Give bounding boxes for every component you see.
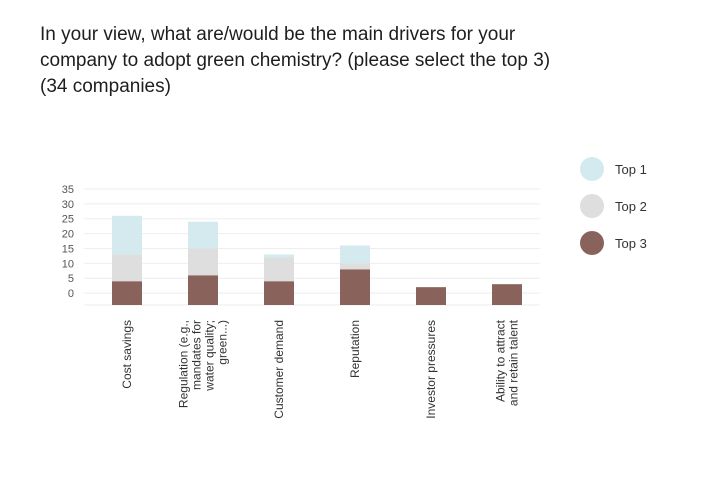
bar-top-3 [492, 284, 522, 305]
bar-top-3 [340, 269, 370, 305]
bar-top-1 [188, 221, 218, 249]
legend-label: Top 1 [615, 162, 647, 177]
bar-top-2 [112, 254, 142, 282]
y-tick-label: 0 [68, 288, 74, 300]
y-tick-label: 30 [62, 199, 74, 211]
chart-title-line-1: In your view, what are/would be the main… [40, 24, 516, 45]
bar-top-3 [188, 275, 218, 305]
category-label: Cost savings [120, 320, 134, 389]
bar-top-2 [340, 263, 370, 270]
category-label-line: Ability to attract [494, 319, 508, 402]
bar-top-1 [340, 245, 370, 264]
category-label-line: water quality; [203, 320, 217, 392]
y-tick-label: 25 [62, 214, 74, 226]
legend-swatch [580, 231, 604, 255]
category-label-line: green...) [216, 320, 230, 365]
chart-title-line-2: company to adopt green chemistry? (pleas… [40, 50, 551, 71]
category-label-line: Investor pressures [424, 320, 438, 419]
bar-top-2 [264, 257, 294, 282]
bar-top-3 [416, 287, 446, 305]
y-tick-label: 35 [62, 184, 74, 196]
legend-label: Top 3 [615, 236, 647, 251]
category-label-line: Reputation [348, 320, 362, 378]
category-label-line: Customer demand [272, 320, 286, 419]
legend-label: Top 2 [615, 199, 647, 214]
bar-top-2 [188, 248, 218, 276]
bar-top-3 [112, 281, 142, 305]
y-tick-label: 20 [62, 229, 74, 241]
legend-swatch [580, 194, 604, 218]
category-label: Customer demand [272, 320, 286, 419]
chart-title: In your view, what are/would be the main… [40, 22, 700, 100]
bar-top-1 [264, 254, 294, 258]
bar-top-3 [264, 281, 294, 305]
category-label-line: Cost savings [120, 320, 134, 389]
category-label-line: mandates for [190, 320, 204, 390]
bar-top-1 [112, 215, 142, 255]
category-label-line: and retain talent [507, 319, 521, 406]
category-label: Investor pressures [424, 320, 438, 419]
chart-title-line-3: (34 companies) [40, 76, 171, 97]
legend-swatch [580, 157, 604, 181]
y-tick-label: 10 [62, 258, 74, 270]
category-label: Reputation [348, 320, 362, 378]
category-label: Regulation (e.g., mandates for water quali… [177, 320, 230, 408]
y-tick-label: 5 [68, 273, 74, 285]
category-label: Ability to attract and retain talent [494, 319, 521, 406]
y-tick-label: 15 [62, 243, 74, 255]
category-label-line: Regulation (e.g., [177, 320, 191, 408]
